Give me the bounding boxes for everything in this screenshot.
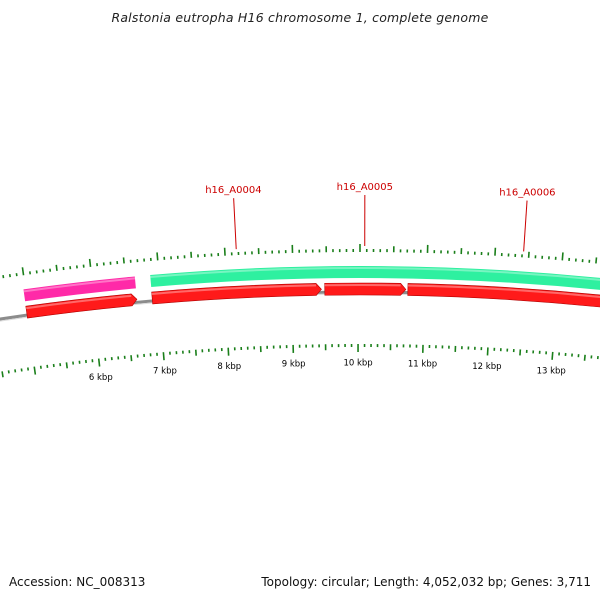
minor-tick-outer [122, 257, 125, 264]
feature-segment-teal [150, 266, 600, 290]
scale-label: 9 kbp [282, 359, 306, 369]
gene-leader-line [523, 200, 528, 252]
scale-label: 6 kbp [89, 373, 113, 383]
minor-tick-inner [1, 371, 4, 378]
minor-tick-outer [595, 257, 598, 264]
gene-leader-line [233, 198, 237, 250]
major-tick-inner [162, 352, 165, 361]
minor-tick-inner [130, 355, 133, 362]
feature-ring [23, 266, 600, 302]
minor-tick-outer [55, 264, 58, 271]
cds-arrow [151, 283, 322, 305]
major-tick-outer [561, 252, 564, 261]
scale-label: 7 kbp [153, 367, 177, 377]
cds-highlight [151, 284, 317, 295]
major-tick-outer [88, 258, 92, 267]
cds-highlight [25, 294, 132, 310]
cds-arrow [324, 282, 407, 296]
minor-tick-inner [65, 362, 68, 369]
cds-arrow [25, 293, 138, 319]
accession-text: Accession: NC_008313 [9, 575, 146, 589]
cds-arrow [407, 283, 600, 308]
gene-labels: h16_A0004 h16_A0005 h16_A0006 [205, 182, 556, 252]
scale-labels: 6 kbp 7 kbp 8 kbp 9 kbp 10 kbp 11 kbp 12 kbp 13… [89, 359, 566, 383]
tick-rings [1, 244, 599, 378]
minor-tick-inner [583, 354, 586, 361]
gene-label[interactable]: h16_A0005 [337, 182, 393, 193]
feature-highlight [150, 267, 600, 281]
scale-label: 12 kbp [472, 362, 501, 372]
feature-segment-pink [23, 276, 136, 302]
scale-label: 13 kbp [537, 366, 566, 376]
gene-label[interactable]: h16_A0006 [499, 188, 555, 199]
major-tick-outer [21, 267, 25, 276]
major-tick-inner [551, 351, 554, 360]
genome-summary-text: Topology: circular; Length: 4,052,032 bp… [261, 575, 591, 589]
feature-highlight [23, 277, 136, 293]
scale-label: 10 kbp [343, 359, 372, 369]
gene-label[interactable]: h16_A0004 [205, 185, 261, 196]
map-title: Ralstonia eutropha H16 chromosome 1, com… [111, 10, 489, 25]
cds-highlight [407, 284, 600, 299]
scale-label: 11 kbp [408, 359, 437, 369]
cds-ring [25, 282, 600, 319]
major-tick-inner [33, 366, 37, 375]
scale-label: 8 kbp [217, 362, 241, 372]
major-tick-outer [156, 252, 159, 261]
major-tick-inner [97, 358, 101, 367]
